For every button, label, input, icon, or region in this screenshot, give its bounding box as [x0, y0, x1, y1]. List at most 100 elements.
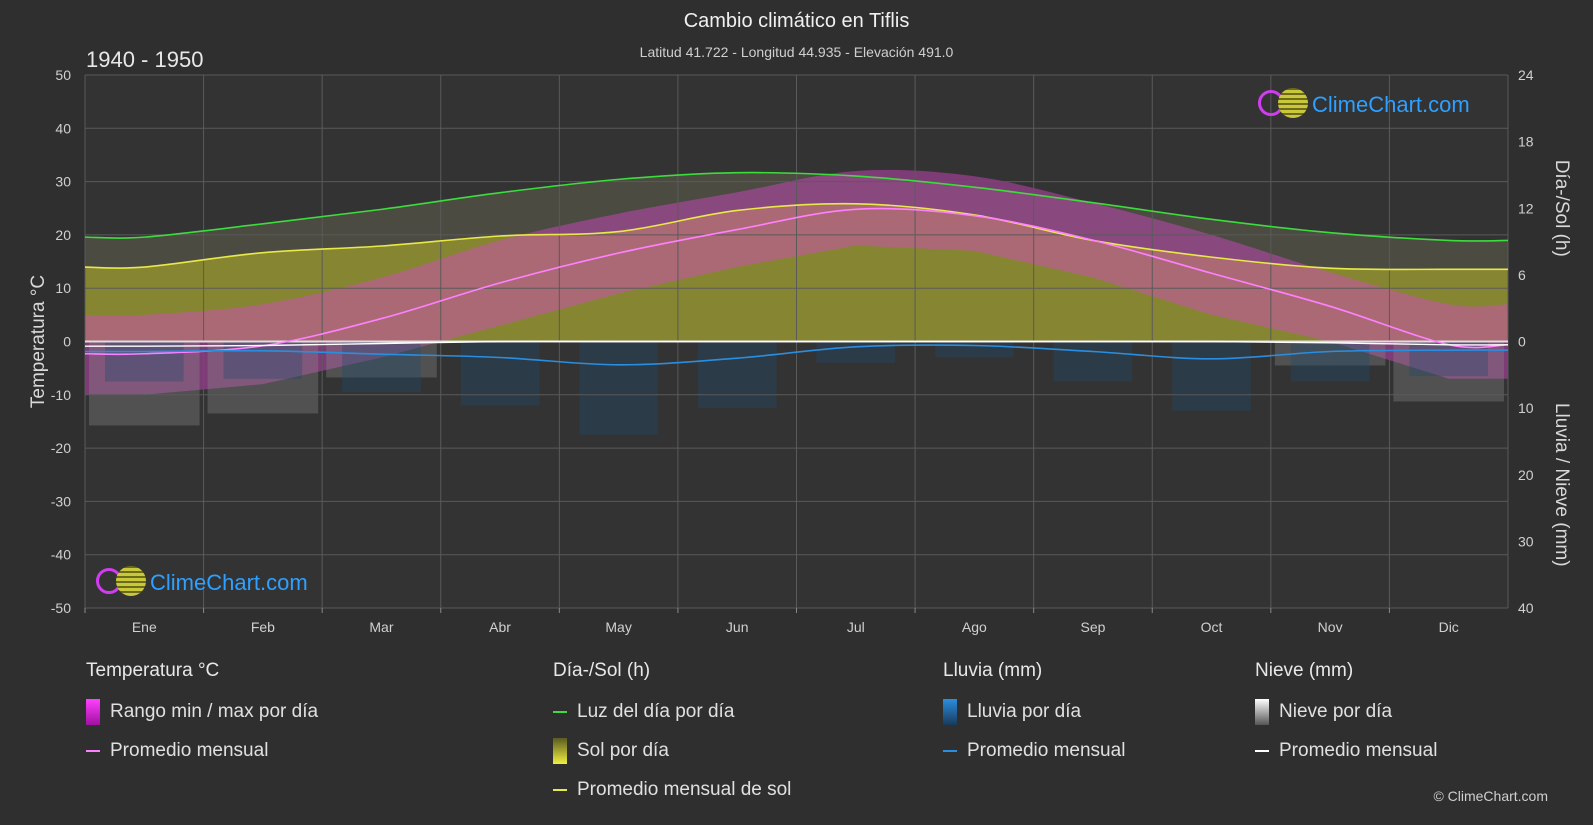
left-tick-label: -40 — [51, 547, 71, 563]
month-label: Nov — [1318, 619, 1343, 635]
logo-text: ClimeChart.com — [1312, 92, 1470, 117]
line-swatch — [553, 710, 567, 713]
legend-sun: Día-/Sol (h) Luz del día por día Sol por… — [553, 660, 791, 815]
right-tick-label-precip: 40 — [1518, 600, 1534, 616]
right-tick-label-precip: 30 — [1518, 533, 1534, 549]
legend-label: Promedio mensual — [967, 739, 1126, 761]
right-tick-label-hours: 12 — [1518, 200, 1534, 216]
legend-title-rain: Lluvia (mm) — [943, 660, 1043, 681]
climate-chart: 50 40 30 20 10 0 -10 -20 -30 -40 -50 24 18 12 6 0 10 20 30… — [28, 67, 1572, 635]
rain-bar — [342, 341, 421, 393]
logo-icon — [96, 566, 148, 600]
left-tick-label: 20 — [55, 227, 71, 243]
legend-item-temp-range: Rango min / max por día — [86, 698, 318, 725]
right-tick-label-hours: 18 — [1518, 134, 1534, 150]
rain-bar — [935, 341, 1014, 358]
line-swatch — [1255, 749, 1269, 752]
left-tick-label: -30 — [51, 493, 71, 509]
month-label: Abr — [489, 619, 511, 635]
legend-label: Promedio mensual — [1279, 739, 1438, 761]
legend-title-temperature: Temperatura °C — [86, 660, 220, 681]
sunshine-avg-line — [84, 202, 1509, 271]
legend-item-sunshine-avg: Promedio mensual de sol — [553, 776, 791, 803]
snow-bar — [1393, 341, 1504, 402]
logo-bottom[interactable]: ClimeChart.com — [96, 566, 308, 600]
legend-label: Promedio mensual — [110, 739, 269, 761]
left-tick-label: 30 — [55, 174, 71, 190]
legend-rain: Lluvia (mm) Lluvia por día Promedio mens… — [943, 660, 1125, 776]
rain-avg-line — [84, 344, 1509, 366]
temp-avg-line — [84, 207, 1509, 356]
logo-text: ClimeChart.com — [150, 570, 308, 595]
month-label: Jun — [726, 619, 749, 635]
rain-bar — [1172, 341, 1251, 411]
rain-bar — [223, 341, 303, 379]
legend-label: Nieve por día — [1279, 700, 1393, 722]
chart-title: Cambio climático en Tiflis — [683, 10, 910, 32]
rain-bar — [460, 341, 540, 406]
legend-item-snow-day: Nieve por día — [1255, 698, 1437, 725]
legend-label: Promedio mensual de sol — [577, 778, 792, 800]
sun-swatch — [553, 737, 567, 764]
legend-label: Lluvia por día — [967, 700, 1082, 722]
legend-item-snow-avg: Promedio mensual — [1255, 737, 1437, 764]
left-tick-label: -20 — [51, 440, 71, 456]
legend-label: Rango min / max por día — [110, 700, 319, 722]
legend-item-sunshine: Sol por día — [553, 737, 791, 764]
legend-label: Luz del día por día — [577, 700, 735, 722]
legend-snow: Nieve (mm) Nieve por día Promedio mensua… — [1255, 660, 1437, 776]
month-label: Ago — [962, 619, 987, 635]
logo-icon — [1258, 88, 1310, 122]
month-label: Dic — [1439, 619, 1459, 635]
snow-bar — [326, 341, 437, 378]
snow-bar — [207, 341, 319, 414]
month-label: Sep — [1080, 619, 1105, 635]
right-axis-title-precip: Lluvia / Nieve (mm) — [1551, 403, 1572, 567]
left-tick-label: 40 — [55, 120, 71, 136]
snow-bar — [89, 341, 200, 426]
month-label: Mar — [369, 619, 393, 635]
rain-bar — [816, 341, 896, 363]
left-tick-label: 0 — [63, 334, 71, 350]
line-swatch — [86, 749, 100, 752]
daylight-line — [84, 171, 1509, 242]
left-tick-label: -10 — [51, 387, 71, 403]
left-tick-label: 10 — [55, 280, 71, 296]
legend-item-temp-avg: Promedio mensual — [86, 737, 318, 764]
rain-swatch — [943, 698, 957, 725]
rain-bar — [105, 341, 184, 382]
snow-avg-line — [84, 340, 1509, 347]
right-tick-label-precip: 20 — [1518, 467, 1534, 483]
left-tick-label: -50 — [51, 600, 71, 616]
legend-item-rain-day: Lluvia por día — [943, 698, 1125, 725]
legend-item-daylight: Luz del día por día — [553, 698, 791, 725]
rain-bar — [1290, 341, 1370, 382]
legend-item-rain-avg: Promedio mensual — [943, 737, 1125, 764]
right-tick-label-hours: 0 — [1518, 334, 1526, 350]
left-axis-title: Temperatura °C — [28, 275, 49, 408]
legend-label: Sol por día — [577, 739, 669, 761]
period-label: 1940 - 1950 — [86, 47, 204, 72]
logo-top[interactable]: ClimeChart.com — [1258, 88, 1470, 122]
rain-bar — [697, 341, 777, 409]
rain-bar — [1409, 341, 1488, 377]
right-axis-title-hours: Día-/Sol (h) — [1551, 160, 1572, 257]
month-label: Jul — [847, 619, 865, 635]
month-label: Ene — [132, 619, 157, 635]
snow-bar — [1274, 341, 1386, 366]
left-tick-label: 50 — [55, 67, 71, 83]
line-swatch — [943, 749, 957, 752]
chart-subtitle: Latitud 41.722 - Longitud 44.935 - Eleva… — [639, 44, 954, 60]
rain-bar — [1053, 341, 1133, 382]
month-label: Oct — [1201, 619, 1223, 635]
month-label: May — [605, 619, 631, 635]
legend-title-snow: Nieve (mm) — [1255, 660, 1354, 681]
range-swatch — [86, 698, 100, 725]
right-tick-label-hours: 6 — [1518, 267, 1526, 283]
snow-swatch — [1255, 698, 1269, 725]
rain-bar — [579, 341, 658, 435]
legend-temperature: Temperatura °C Rango min / max por día P… — [86, 660, 318, 776]
legend-title-sun: Día-/Sol (h) — [553, 660, 651, 681]
right-tick-label-precip: 10 — [1518, 400, 1534, 416]
copyright: © ClimeChart.com — [1433, 788, 1548, 804]
